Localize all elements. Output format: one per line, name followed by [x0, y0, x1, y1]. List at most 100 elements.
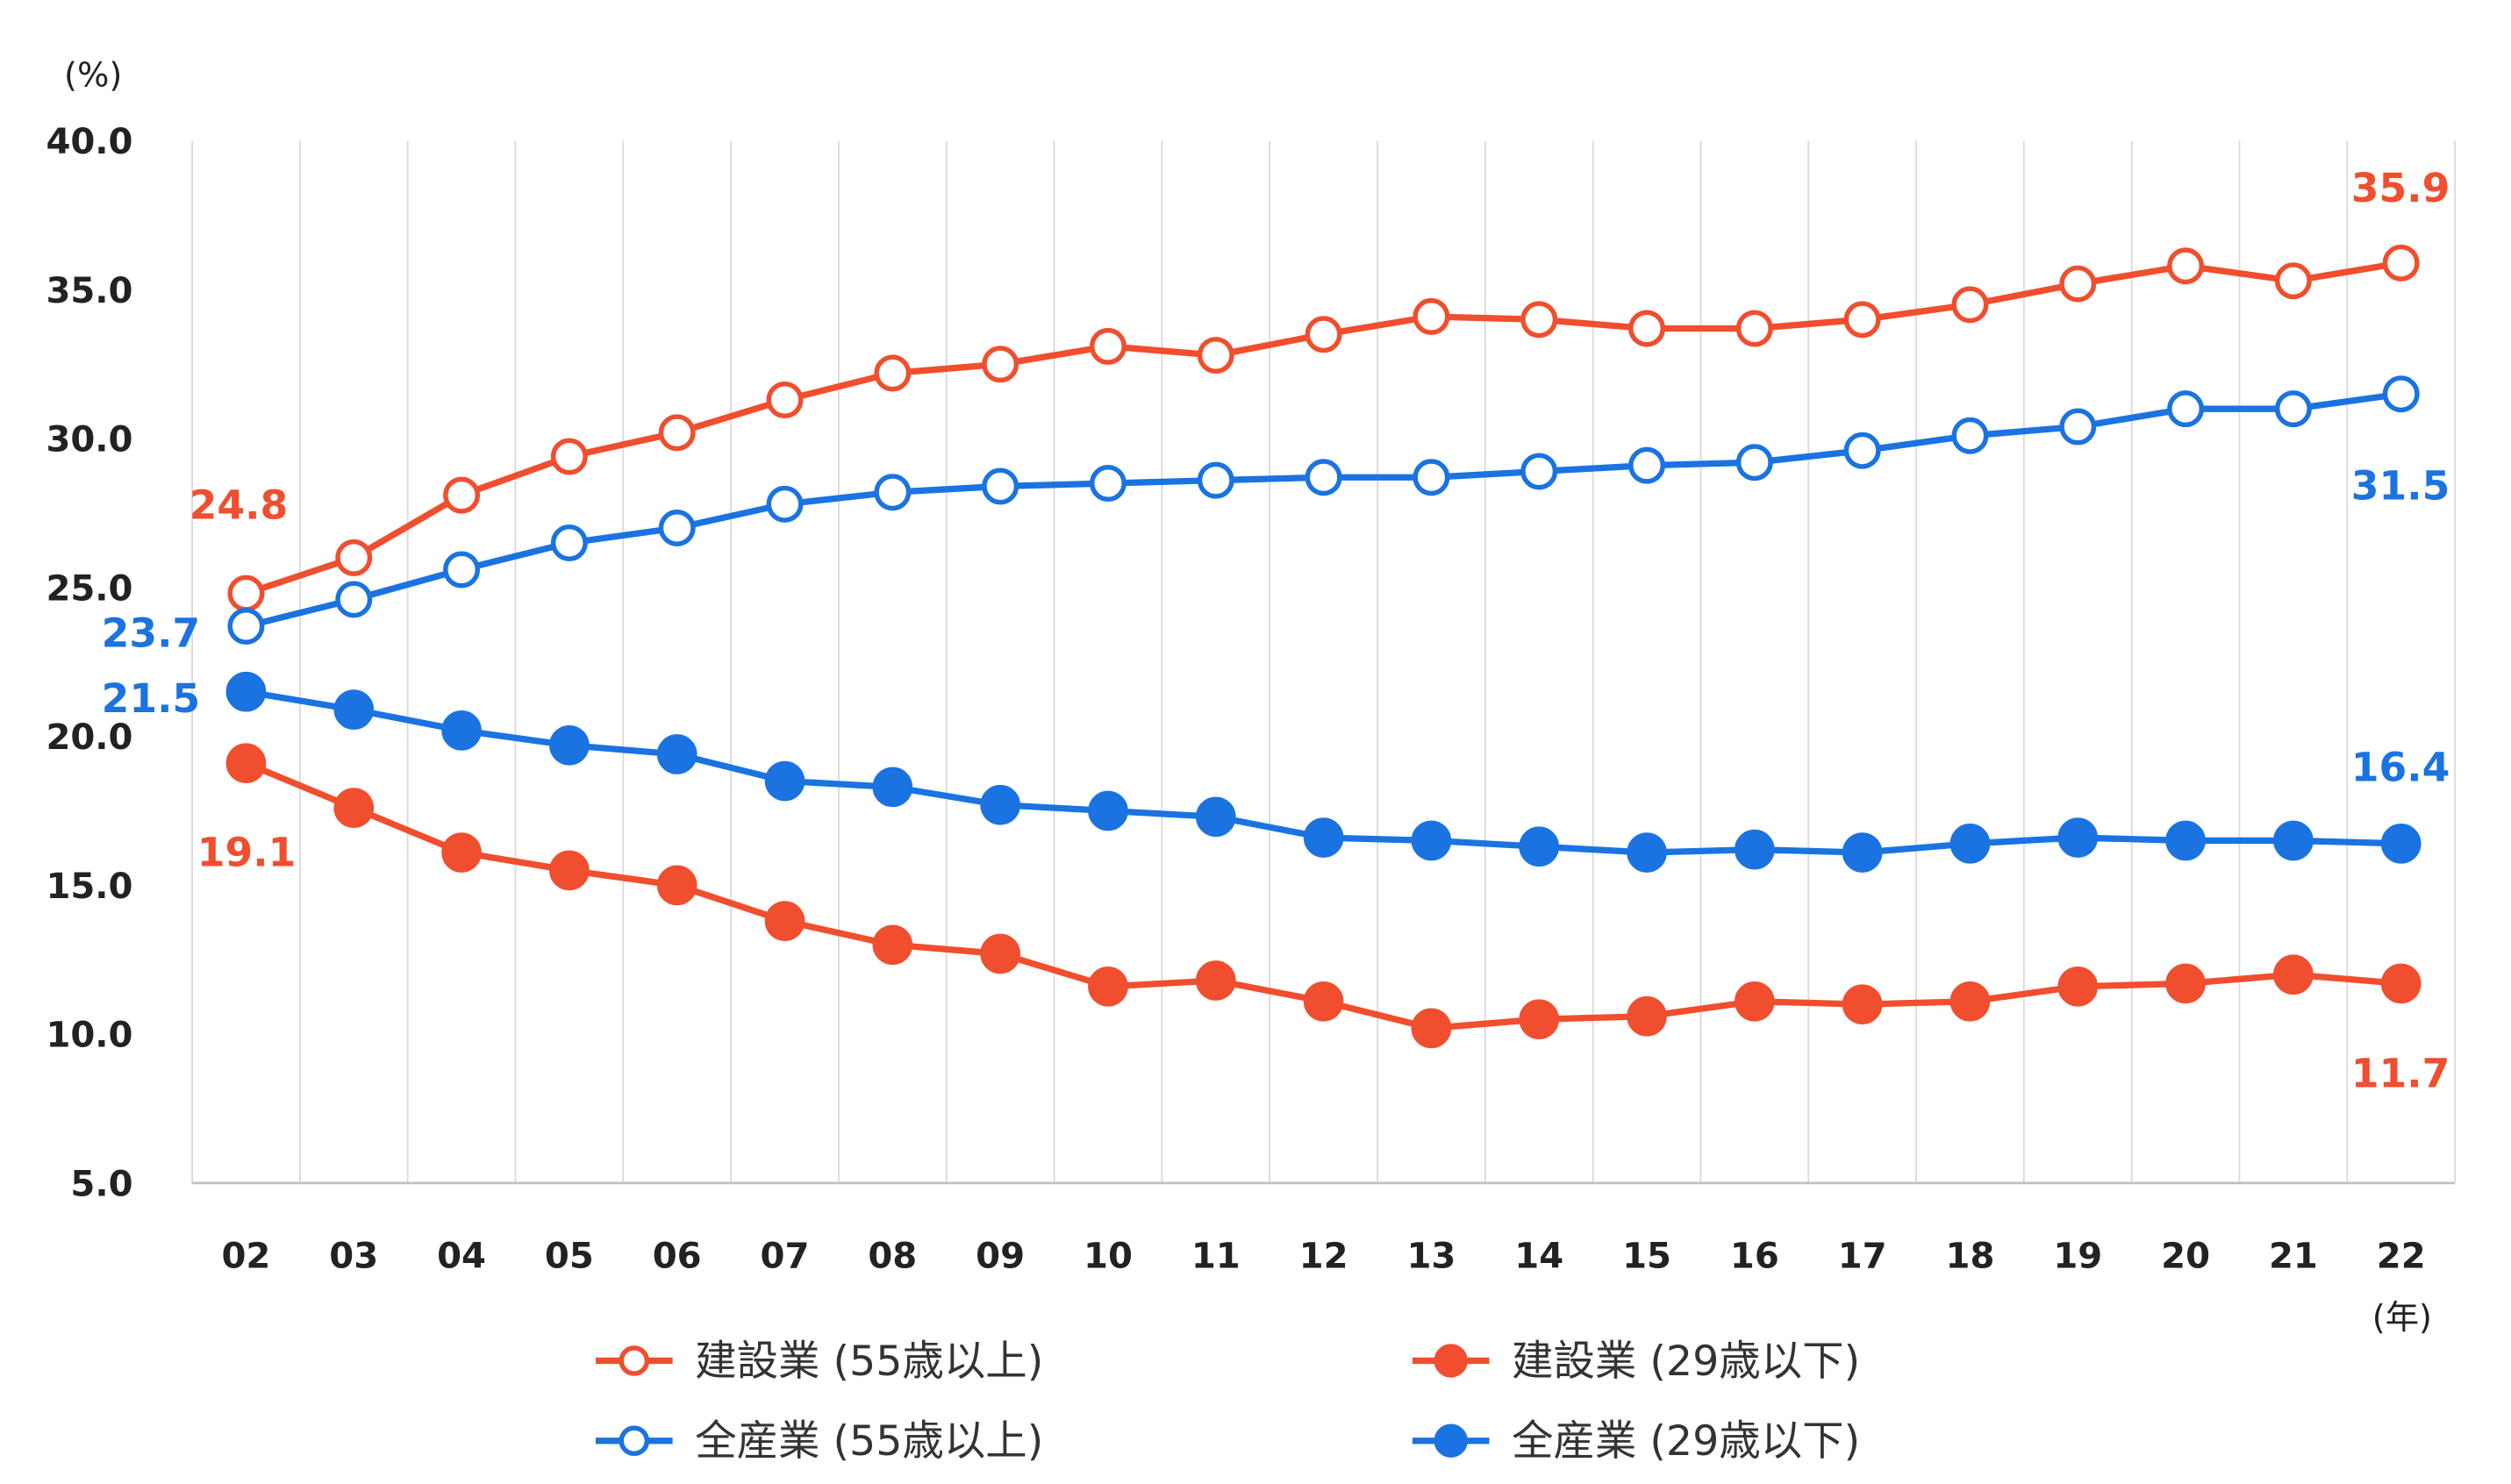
data-point [225, 743, 267, 783]
data-point [1195, 796, 1236, 838]
data-point [872, 767, 913, 808]
data-point [1195, 960, 1236, 1001]
x-tick-label: 13 [1406, 1237, 1456, 1277]
series-3 [225, 671, 2422, 873]
data-point [1305, 459, 1342, 496]
data-point [1843, 432, 1881, 469]
data-point [982, 467, 1019, 505]
data-point [1628, 310, 1666, 347]
data-point [1735, 829, 1775, 870]
legend-item: 建設業 (55歳以上) [596, 1338, 1043, 1386]
x-tick-label: 06 [653, 1237, 702, 1277]
x-tick-label: 16 [1730, 1237, 1779, 1277]
data-label-first: 23.7 [102, 610, 201, 656]
data-point [2382, 375, 2420, 413]
data-point [2165, 820, 2206, 861]
data-point [2380, 963, 2422, 1004]
data-point [1411, 820, 1452, 861]
data-point [2380, 824, 2422, 864]
x-tick-label: 09 [976, 1237, 1025, 1277]
data-point [550, 438, 588, 475]
legend-marker [1434, 1423, 1468, 1458]
data-point [980, 933, 1020, 974]
x-tick-label: 20 [2161, 1237, 2210, 1277]
data-point [1303, 981, 1344, 1022]
data-point [874, 474, 912, 511]
legend-label: 建設業 (55歳以上) [695, 1338, 1043, 1386]
data-point [225, 671, 267, 712]
data-point [1735, 981, 1775, 1022]
data-point [443, 551, 481, 589]
data-point [441, 710, 482, 751]
data-point [550, 524, 588, 561]
legend-item: 全産業 (55歳以上) [596, 1417, 1043, 1466]
data-point [335, 581, 373, 618]
data-point [335, 539, 373, 576]
y-tick-label: 40.0 [46, 122, 132, 162]
data-point [872, 924, 913, 966]
data-point [1413, 297, 1450, 335]
data-label-last: 35.9 [2351, 165, 2450, 211]
x-tick-label: 22 [2377, 1237, 2426, 1277]
data-point [2273, 820, 2314, 861]
data-point [1089, 327, 1127, 365]
y-axis-unit-label: (%) [64, 56, 122, 96]
x-tick-label: 08 [868, 1237, 917, 1277]
data-point [333, 788, 375, 828]
y-tick-label: 30.0 [46, 420, 132, 460]
data-point [549, 724, 590, 766]
data-point [1951, 417, 1989, 454]
y-tick-label: 20.0 [46, 717, 132, 758]
data-label-last: 31.5 [2351, 462, 2450, 509]
data-point [227, 574, 265, 612]
data-point [1089, 465, 1127, 503]
x-axis-unit-label: (年) [2372, 1298, 2432, 1338]
data-point [2274, 262, 2312, 300]
data-point [2057, 966, 2099, 1007]
data-point [549, 850, 590, 891]
series-2 [227, 375, 2420, 645]
series-1 [225, 743, 2422, 1049]
data-point [2273, 954, 2314, 995]
data-point [1411, 1008, 1452, 1049]
legend-label: 建設業 (29歳以下) [1512, 1338, 1860, 1386]
x-tick-label: 15 [1622, 1237, 1671, 1277]
data-point [2274, 390, 2312, 428]
x-tick-label: 02 [222, 1237, 271, 1277]
x-tick-label: 03 [329, 1237, 378, 1277]
data-point [658, 414, 696, 452]
y-tick-label: 25.0 [46, 568, 132, 609]
x-tick-label: 19 [2053, 1237, 2102, 1277]
x-tick-label: 18 [1946, 1237, 1995, 1277]
legend-marker [619, 1425, 650, 1457]
data-point [2057, 817, 2099, 858]
data-point [1951, 286, 1989, 324]
data-label-first: 19.1 [197, 829, 297, 875]
data-point [1520, 301, 1558, 339]
data-point [1197, 337, 1234, 375]
data-point [980, 784, 1020, 825]
x-tick-label: 05 [545, 1237, 594, 1277]
data-point [1088, 790, 1128, 831]
data-point [1627, 995, 1667, 1037]
data-label-last: 16.4 [2351, 745, 2450, 791]
data-point [1842, 984, 1883, 1024]
data-point [1949, 824, 1991, 864]
y-tick-label: 10.0 [46, 1016, 132, 1056]
legend-item: 全産業 (29歳以下) [1412, 1417, 1860, 1466]
data-point [1303, 817, 1344, 858]
data-point [333, 689, 375, 730]
x-tick-label: 04 [437, 1237, 486, 1277]
data-point [1842, 832, 1883, 873]
data-point [1627, 832, 1667, 873]
data-point [2165, 963, 2206, 1004]
data-label-last: 11.7 [2351, 1050, 2450, 1096]
series-0 [227, 244, 2420, 612]
data-point [656, 734, 698, 774]
data-point [982, 346, 1019, 383]
y-tick-label: 15.0 [46, 867, 132, 907]
data-point [1628, 446, 1666, 484]
x-tick-label: 11 [1191, 1237, 1241, 1277]
x-tick-label: 21 [2269, 1237, 2318, 1277]
